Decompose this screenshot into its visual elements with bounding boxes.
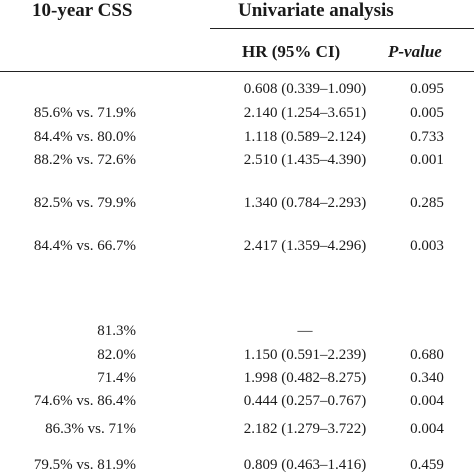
subheader-divider <box>0 71 474 72</box>
table-cell-css: 81.3% <box>97 323 136 339</box>
table-cell-css: 74.6% vs. 86.4% <box>33 393 136 409</box>
table-cell-p: 0.095 <box>410 81 444 97</box>
hr-column-header: HR (95% CI) <box>242 42 341 61</box>
table-cell-hr: — <box>297 323 313 339</box>
header-divider <box>210 28 474 29</box>
table-cell-css: 85.6% vs. 71.9% <box>33 105 136 121</box>
table-cell-hr: 1.118 (0.589–2.124) <box>244 129 366 145</box>
table-cell-p: 0.004 <box>410 421 444 437</box>
table-cell-hr: 0.444 (0.257–0.767) <box>243 393 367 409</box>
table-cell-hr: 2.417 (1.359–4.296) <box>243 238 367 254</box>
table-cell-p: 0.459 <box>410 457 444 473</box>
table-cell-css: 88.2% vs. 72.6% <box>33 152 136 168</box>
table-cell-p: 0.001 <box>410 152 444 168</box>
table-cell-css: 84.4% vs. 80.0% <box>33 129 136 145</box>
table-cell-p: 0.680 <box>410 347 444 363</box>
table-cell-p: 0.733 <box>410 129 444 145</box>
table-cell-css: 82.5% vs. 79.9% <box>33 195 136 211</box>
table-cell-p: 0.340 <box>410 370 444 386</box>
univariate-analysis-header: Univariate analysis <box>238 0 394 21</box>
table-cell-hr: 2.510 (1.435–4.390) <box>243 152 367 168</box>
table-cell-hr: 0.809 (0.463–1.416) <box>243 457 367 473</box>
table-cell-css: 84.4% vs. 66.7% <box>33 238 136 254</box>
table-cell-hr: 0.608 (0.339–1.090) <box>243 81 367 97</box>
table-cell-p: 0.285 <box>410 195 444 211</box>
table-cell-css: 71.4% <box>97 370 136 386</box>
table-cell-css: 86.3% vs. 71% <box>45 421 136 437</box>
table-cell-p: 0.005 <box>410 105 444 121</box>
table-cell-css: 82.0% <box>97 347 136 363</box>
table-cell-hr: 1.998 (0.482–8.275) <box>243 370 367 386</box>
p-value-column-header: P-value <box>388 42 442 61</box>
table-cell-hr: 1.340 (0.784–2.293) <box>243 195 367 211</box>
table-cell-hr: 2.182 (1.279–3.722) <box>243 421 367 437</box>
table-cell-p: 0.004 <box>410 393 444 409</box>
table-cell-p: 0.003 <box>410 238 444 254</box>
css-column-header: 10-year CSS <box>32 0 133 21</box>
table-cell-css: 79.5% vs. 81.9% <box>33 457 136 473</box>
table-cell-hr: 1.150 (0.591–2.239) <box>243 347 367 363</box>
table-cell-hr: 2.140 (1.254–3.651) <box>243 105 367 121</box>
